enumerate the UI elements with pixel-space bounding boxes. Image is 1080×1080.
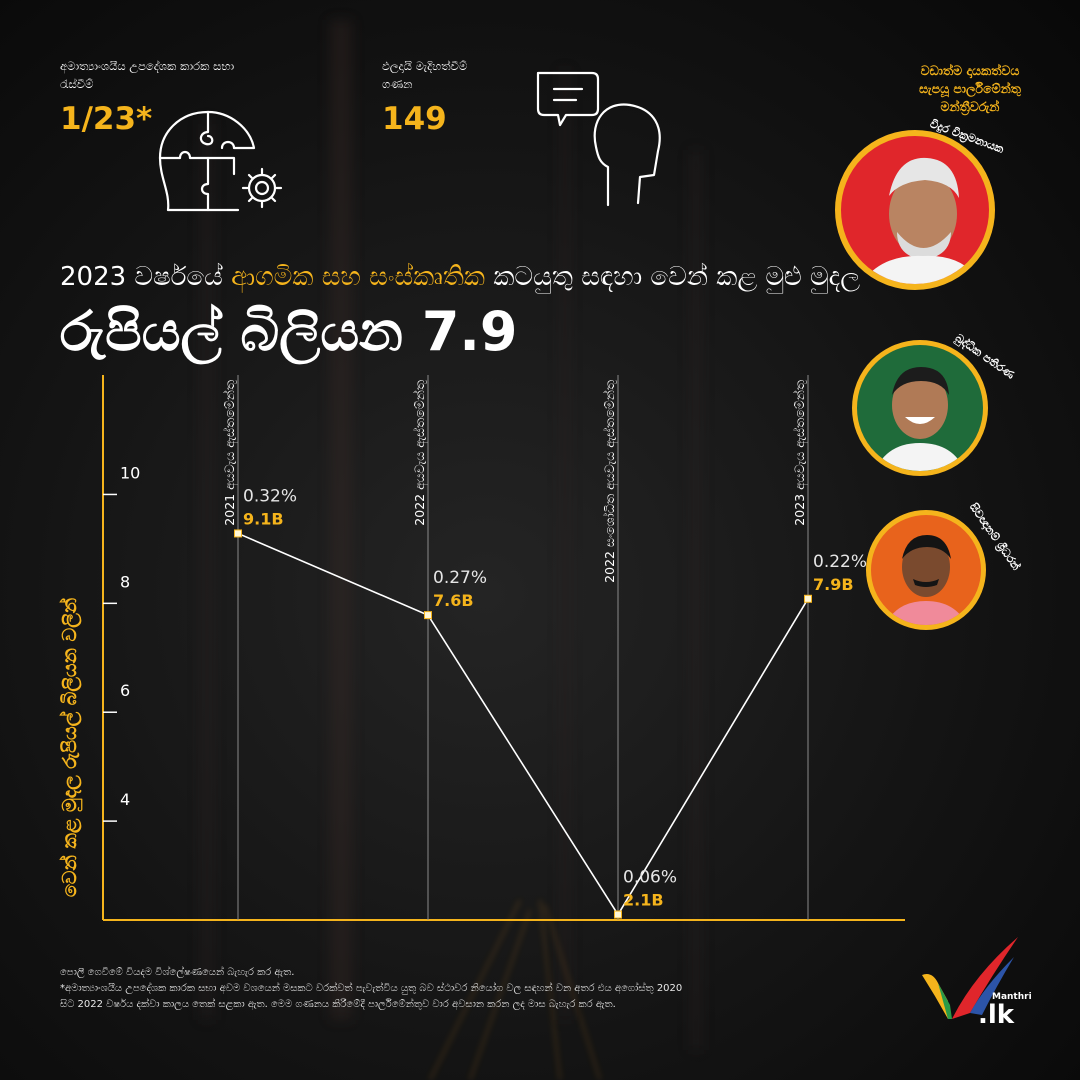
headline-prefix: 2023 වර්ෂයේ [60, 262, 223, 292]
series-line [237, 532, 809, 917]
logo-main-text: .lk [978, 1000, 1015, 1030]
percent-label: 0.27% [433, 568, 487, 588]
meetings-label: අමාත්‍යාංශයීය උපදේශක කාරක සභා රැස්වීම් [60, 57, 234, 93]
x-category-label: 2022 සංශෝධිත අයවැය ඇස්තමේන්තු [602, 379, 618, 583]
percent-label: 0.22% [813, 552, 867, 572]
mp-portrait-1 [835, 130, 995, 290]
footer-note-1: පොලී ගෙවීමේ වියදම විශ්ලේෂණයෙන් බැහැර කර … [60, 967, 295, 978]
top-mps-heading-line3: මන්ත්‍රීවරුන් [940, 99, 1000, 114]
mp-avatar-1 [861, 157, 981, 284]
value-label: 7.6B [433, 591, 474, 610]
value-label: 7.9B [813, 575, 854, 594]
interventions-label-line2: ගණන [382, 77, 413, 91]
top-mps-heading: වඩාත්ම දායකත්වය සැපයූ පාර්ලිමේන්තු මන්ත්… [870, 62, 1070, 116]
head-speech-bubble-icon [536, 71, 661, 207]
logo-small-text: Manthri [992, 992, 1032, 1002]
data-point [234, 529, 242, 538]
interventions-label: ඵලදායි මැදිහත්වීම් ගණන [382, 57, 467, 93]
mp-avatar-3 [885, 535, 967, 625]
headline: 2023 වර්ෂයේ ආගමික සහ සංස්කෘතික කටයුතු සඳ… [60, 262, 860, 293]
top-mps-heading-line2: සැපයූ පාර්ලිමේන්තු [919, 81, 1021, 96]
mp-avatar-2 [875, 367, 965, 471]
puzzle-head-gear-icon [158, 110, 283, 212]
y-tick-label: 8 [120, 572, 130, 591]
value-label: 9.1B [243, 509, 284, 528]
percent-label: 0.06% [623, 868, 677, 888]
value-label: 2.1B [623, 891, 664, 910]
top-mps-heading-line1: වඩාත්ම දායකත්වය [920, 63, 1020, 78]
meetings-label-line2: රැස්වීම් [60, 77, 94, 91]
interventions-value: 149 [382, 101, 447, 137]
y-tick-label: 4 [120, 790, 130, 809]
headline-total: රුපියල් බිලියන 7.9 [60, 300, 518, 363]
footer-notes: පොලී ගෙවීමේ වියදම විශ්ලේෂණයෙන් බැහැර කර … [60, 965, 900, 1013]
headline-accent: ආගමික සහ සංස්කෘතික [231, 262, 486, 292]
x-category-label: 2021 අයවැය ඇස්තමේන්තු [222, 379, 238, 526]
x-category-label: 2023 අයවැය ඇස්තමේන්තු [792, 379, 808, 526]
y-axis-label: වෙන් කළ මුදල රුපියල් බිලියන වලින් [59, 597, 84, 897]
meetings-label-line1: අමාත්‍යාංශයීය උපදේශක කාරක සභා [60, 59, 235, 73]
data-point [424, 611, 432, 620]
headline-suffix: කටයුතු සඳහා වෙන් කළ මුළු මුදල [493, 262, 861, 292]
footer-note-2: *අමාත්‍යාංශයීය උපදේශක කාරක සභා අවම වශයෙන… [60, 983, 683, 994]
data-point [804, 594, 812, 603]
meetings-value: 1/23* [60, 101, 153, 137]
data-point [614, 910, 622, 919]
interventions-label-line1: ඵලදායි මැදිහත්වීම් [382, 59, 468, 73]
x-category-label: 2022 අයවැය ඇස්තමේන්තු [412, 379, 428, 526]
mp-portrait-2 [852, 340, 988, 476]
y-tick-label: 10 [120, 463, 140, 482]
y-tick-label: 6 [120, 681, 130, 700]
percent-label: 0.32% [243, 486, 297, 506]
footer-note-3: සිට 2022 වර්ෂය දක්වා කාලය තෙක් සළකා ඇත. … [60, 999, 616, 1010]
mp-portrait-3 [866, 510, 986, 630]
manthri-logo-icon [922, 937, 1018, 1019]
